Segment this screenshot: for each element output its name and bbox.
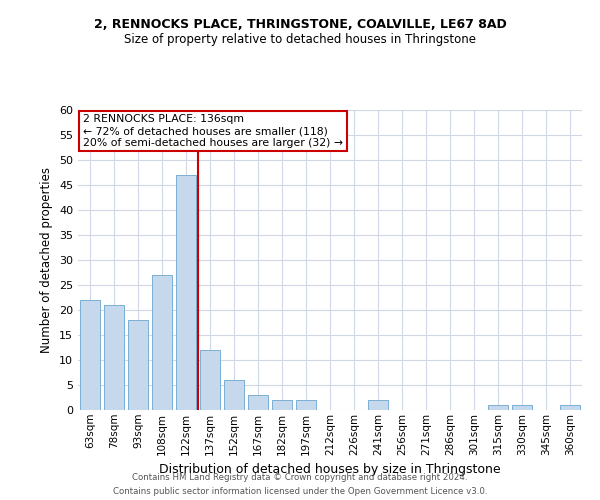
- Bar: [104, 305, 124, 410]
- Bar: [368, 400, 388, 410]
- Bar: [176, 175, 196, 410]
- Bar: [248, 395, 268, 410]
- Bar: [512, 405, 532, 410]
- Text: 2, RENNOCKS PLACE, THRINGSTONE, COALVILLE, LE67 8AD: 2, RENNOCKS PLACE, THRINGSTONE, COALVILL…: [94, 18, 506, 30]
- Text: Contains public sector information licensed under the Open Government Licence v3: Contains public sector information licen…: [113, 486, 487, 496]
- Text: Size of property relative to detached houses in Thringstone: Size of property relative to detached ho…: [124, 32, 476, 46]
- Bar: [224, 380, 244, 410]
- Text: 2 RENNOCKS PLACE: 136sqm
← 72% of detached houses are smaller (118)
20% of semi-: 2 RENNOCKS PLACE: 136sqm ← 72% of detach…: [83, 114, 343, 148]
- Bar: [152, 275, 172, 410]
- Bar: [200, 350, 220, 410]
- Bar: [488, 405, 508, 410]
- Bar: [128, 320, 148, 410]
- X-axis label: Distribution of detached houses by size in Thringstone: Distribution of detached houses by size …: [159, 463, 501, 476]
- Text: Contains HM Land Registry data © Crown copyright and database right 2024.: Contains HM Land Registry data © Crown c…: [132, 472, 468, 482]
- Bar: [272, 400, 292, 410]
- Bar: [560, 405, 580, 410]
- Y-axis label: Number of detached properties: Number of detached properties: [40, 167, 53, 353]
- Bar: [80, 300, 100, 410]
- Bar: [296, 400, 316, 410]
